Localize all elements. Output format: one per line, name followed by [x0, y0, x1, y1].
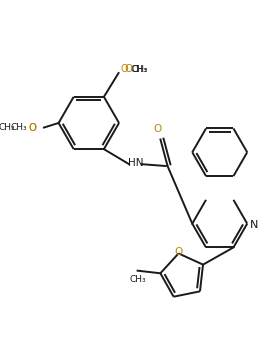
Text: O: O	[124, 64, 132, 74]
Text: O: O	[28, 122, 37, 132]
Text: O: O	[120, 64, 128, 74]
Text: CH₃: CH₃	[129, 275, 146, 284]
Text: HN: HN	[128, 158, 143, 168]
Text: CH₃: CH₃	[0, 123, 15, 132]
Text: CH₃: CH₃	[130, 65, 147, 74]
Text: CH₃: CH₃	[11, 123, 27, 132]
Text: O: O	[153, 124, 162, 135]
Text: CH₃: CH₃	[131, 65, 148, 74]
Text: O: O	[29, 122, 37, 132]
Text: N: N	[249, 219, 258, 229]
Text: O: O	[175, 247, 183, 257]
